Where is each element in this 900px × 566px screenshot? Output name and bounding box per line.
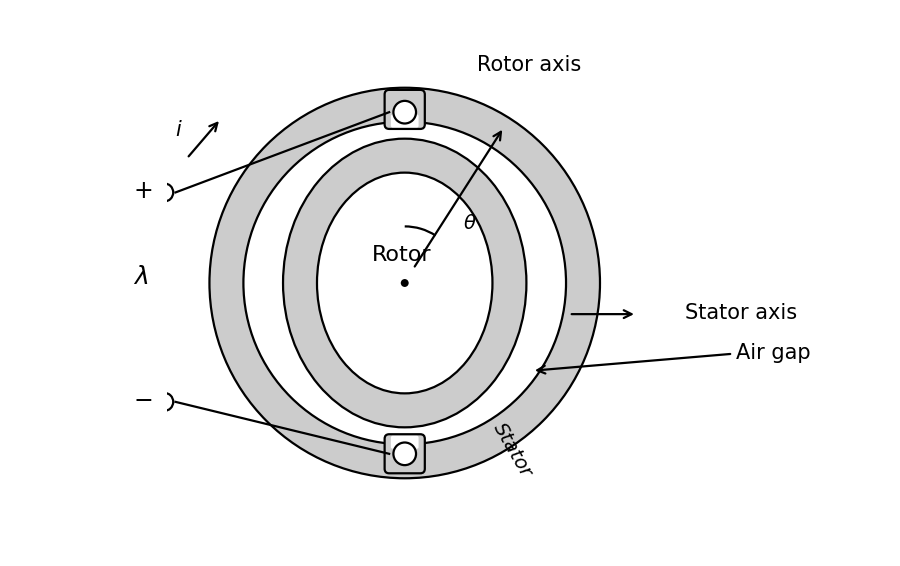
Circle shape <box>210 88 600 478</box>
Circle shape <box>393 101 416 123</box>
Text: Rotor: Rotor <box>372 245 432 265</box>
Ellipse shape <box>283 139 526 427</box>
Text: Stator: Stator <box>490 419 536 481</box>
Text: θ: θ <box>464 214 476 233</box>
FancyBboxPatch shape <box>391 114 419 127</box>
Text: +: + <box>134 179 154 203</box>
Text: Stator axis: Stator axis <box>685 303 797 323</box>
Circle shape <box>155 183 173 201</box>
FancyBboxPatch shape <box>384 434 425 473</box>
Circle shape <box>400 279 409 287</box>
Text: λ: λ <box>134 265 148 289</box>
Circle shape <box>243 122 566 444</box>
Circle shape <box>155 393 173 411</box>
FancyBboxPatch shape <box>384 90 425 129</box>
Circle shape <box>393 443 416 465</box>
Text: Rotor axis: Rotor axis <box>477 55 581 75</box>
Text: i: i <box>176 120 181 140</box>
Text: Air gap: Air gap <box>736 342 811 363</box>
Ellipse shape <box>317 173 492 393</box>
Text: −: − <box>134 389 154 413</box>
FancyBboxPatch shape <box>391 436 419 449</box>
